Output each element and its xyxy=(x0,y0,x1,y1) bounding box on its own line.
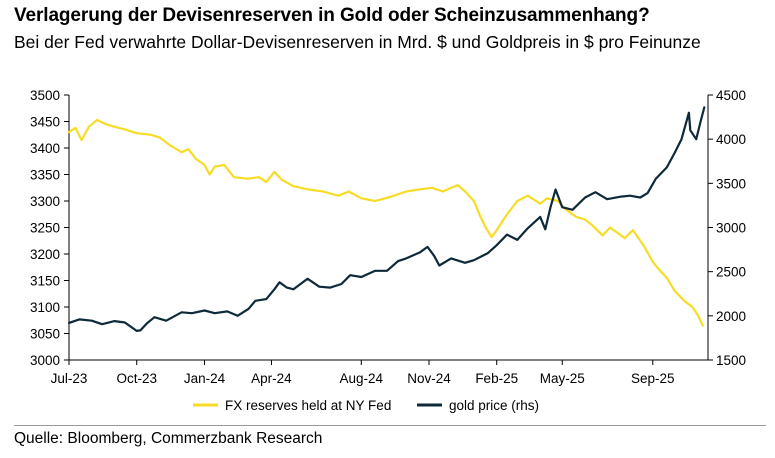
x-tick-label: Jan-24 xyxy=(184,371,226,386)
legend-label: FX reserves held at NY Fed xyxy=(225,398,391,413)
y-right-tick-label: 4000 xyxy=(716,132,746,147)
y-left-tick-label: 3150 xyxy=(30,274,60,289)
x-tick-label: Sep-25 xyxy=(631,371,675,386)
chart-subtitle: Bei der Fed verwahrte Dollar-Devisenrese… xyxy=(14,32,701,52)
y-left-tick-label: 3200 xyxy=(30,247,60,262)
footer-divider xyxy=(14,425,766,426)
line-chart: 3000 3050 3100 3150 3200 3250 3300 3350 3400 3450… xyxy=(30,88,746,413)
chart-axes: 3000 3050 3100 3150 3200 3250 3300 3350 3400 3450… xyxy=(30,88,746,386)
y-left-tick-label: 3300 xyxy=(30,194,60,209)
y-right-tick-label: 4500 xyxy=(716,88,746,103)
y-left-tick-label: 3500 xyxy=(30,88,60,103)
y-left-tick-label: 3050 xyxy=(30,327,60,342)
y-left-tick-label: 3400 xyxy=(30,141,60,156)
y-right-tick-label: 2000 xyxy=(716,309,746,324)
x-tick-label: Nov-24 xyxy=(407,371,451,386)
x-tick-label: Oct-23 xyxy=(116,371,157,386)
y-right-tick-label: 3500 xyxy=(716,176,746,191)
chart-title: Verlagerung der Devisenreserven in Gold … xyxy=(14,5,650,26)
x-tick-label: Jul-23 xyxy=(51,371,88,386)
series-line-gold-price xyxy=(67,106,706,332)
x-tick-label: Apr-24 xyxy=(251,371,292,386)
x-tick-label: Aug-24 xyxy=(339,371,383,386)
y-left-tick-label: 3350 xyxy=(30,168,60,183)
y-right-tick-label: 3000 xyxy=(716,221,746,236)
y-right-tick-label: 1500 xyxy=(716,353,746,368)
chart-series xyxy=(67,106,706,332)
y-left-tick-label: 3000 xyxy=(30,353,60,368)
y-left-tick-label: 3250 xyxy=(30,221,60,236)
y-left-tick-label: 3100 xyxy=(30,300,60,315)
x-tick-label: May-25 xyxy=(540,371,585,386)
source-note: Quelle: Bloomberg, Commerzbank Research xyxy=(14,430,323,447)
series-line-fx-reserves xyxy=(67,118,704,327)
y-left-tick-label: 3450 xyxy=(30,115,60,130)
chart-legend: FX reserves held at NY Fed gold price (rh… xyxy=(193,398,539,413)
legend-label: gold price (rhs) xyxy=(449,398,539,413)
y-right-tick-label: 2500 xyxy=(716,265,746,280)
x-tick-label: Feb-25 xyxy=(475,371,518,386)
